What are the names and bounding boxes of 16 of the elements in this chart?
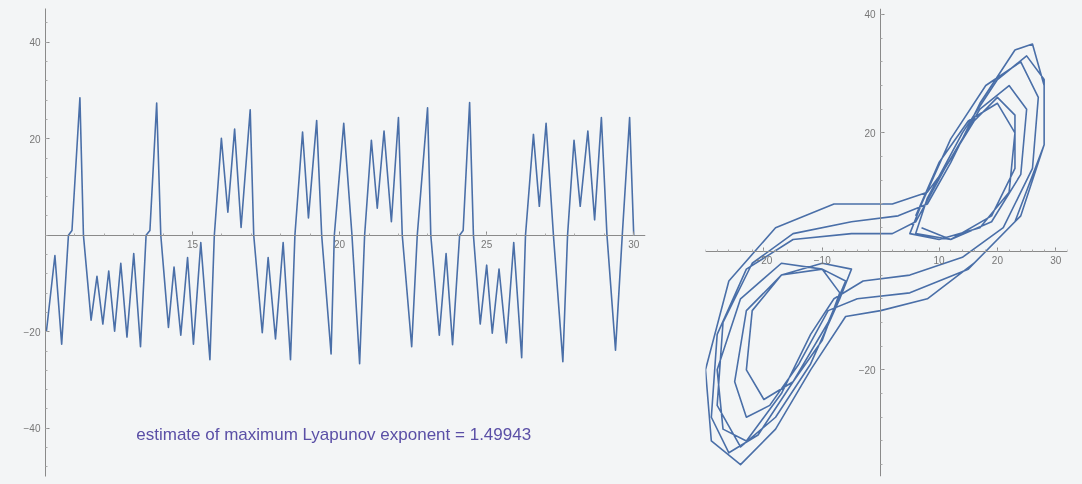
x-tick-label: 10: [933, 255, 946, 267]
y-tick-label: −20: [858, 364, 877, 376]
x-tick-label: 15: [187, 239, 199, 251]
y-tick-label: 20: [864, 127, 877, 139]
y-tick-label: 40: [864, 9, 877, 21]
y-tick-label: 40: [29, 37, 41, 49]
x-tick-label: 25: [481, 239, 493, 251]
line-series: [705, 43, 1045, 466]
x-tick-label: 30: [628, 239, 640, 251]
annotation: estimate of maximum Lyapunov exponent = 1.49943: [136, 424, 532, 444]
x-tick-label: 20: [991, 255, 1004, 267]
y-tick-label: −40: [23, 423, 41, 435]
y-tick-label: −20: [23, 326, 41, 338]
y-tick-label: 20: [29, 133, 41, 145]
x-tick-label: −10: [813, 255, 832, 267]
x-tick-label: 30: [1050, 255, 1062, 267]
